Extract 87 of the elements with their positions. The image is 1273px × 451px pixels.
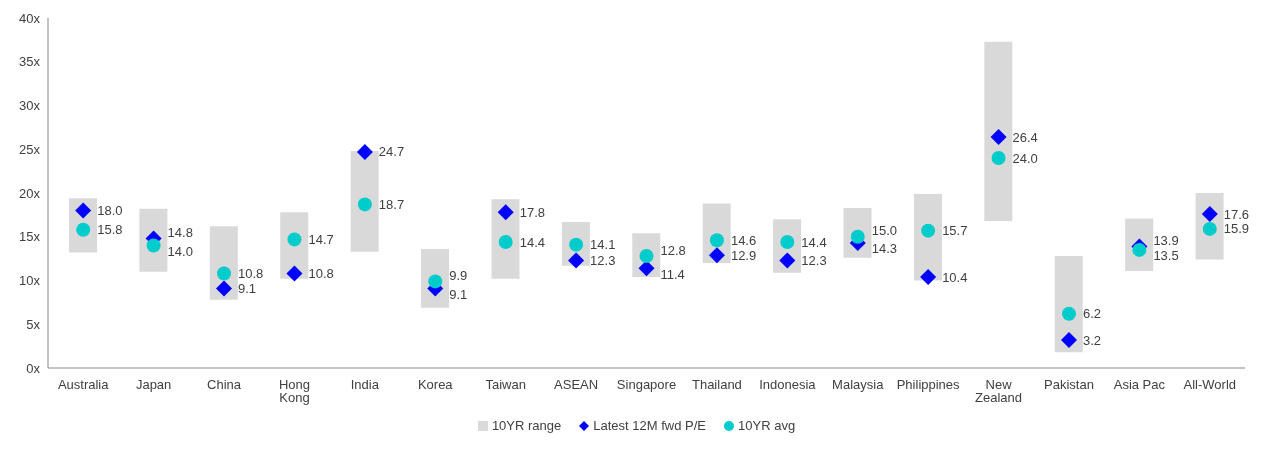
point: [920, 269, 937, 285]
data-label: 10.8: [238, 266, 264, 281]
point: [75, 202, 92, 219]
point: [497, 204, 514, 221]
point: [638, 260, 655, 277]
data-label: 18.0: [97, 203, 123, 218]
data-label: 9.9: [449, 267, 468, 283]
y-tick-label: 25x: [19, 141, 41, 157]
point: [708, 247, 725, 264]
data-label: 12.3: [590, 252, 616, 268]
data-label: 17.6: [1223, 206, 1250, 222]
data-label: 15.7: [942, 223, 968, 239]
x-tick-label: India: [350, 377, 380, 393]
x-tick-label: Philippines: [896, 377, 961, 393]
data-label: 10.8: [308, 266, 334, 281]
x-tick-label: Hong Kong: [278, 377, 310, 406]
data-label: 13.5: [1153, 248, 1179, 264]
data-label: 14.8: [167, 225, 193, 240]
point: [568, 252, 585, 269]
y-tick-label: 35x: [19, 54, 41, 70]
x-tick-label: Taiwan: [485, 377, 526, 393]
data-label: 13.9: [1153, 232, 1179, 248]
data-label: 11.4: [660, 266, 685, 282]
point: [1202, 221, 1217, 236]
legend-label: 10YR range: [491, 418, 562, 433]
x-tick-label: All-World: [1183, 377, 1237, 393]
y-tick-label: 10x: [19, 273, 41, 289]
y-tick-label: 30x: [19, 98, 41, 114]
bar: [350, 151, 379, 252]
point: [991, 151, 1006, 165]
data-label: 14.3: [871, 241, 898, 257]
x-tick-label: Japan: [135, 377, 172, 393]
x-tick-label: Australia: [57, 377, 110, 393]
point: [990, 129, 1007, 145]
point: [779, 252, 796, 269]
data-label: 14.1: [590, 237, 616, 253]
data-label: 12.9: [730, 247, 757, 263]
point: [1060, 332, 1077, 348]
x-tick-label: Korea: [417, 377, 454, 393]
data-label: 14.4: [801, 234, 827, 250]
x-tick-label: Thailand: [691, 377, 742, 393]
x-tick-label: Pakistan: [1044, 377, 1094, 393]
data-label: 9.1: [238, 280, 257, 296]
x-tick-label: Indonesia: [759, 377, 817, 393]
x-tick-label: Asia Pac: [1113, 377, 1166, 393]
y-tick-label: 15x: [19, 229, 41, 245]
data-label: 24.7: [378, 144, 405, 160]
data-label: 26.4: [1012, 129, 1038, 145]
point: [217, 266, 232, 281]
x-tick-label: New Zealand: [975, 377, 1023, 406]
data-label: 14.7: [308, 231, 334, 247]
data-label: 12.3: [801, 252, 827, 268]
data-label: 3.2: [1082, 332, 1102, 348]
legend-label: Latest 12M fwd P/E: [593, 418, 707, 433]
data-label: 14.6: [730, 232, 757, 248]
data-label: 24.0: [1012, 150, 1038, 166]
y-tick-label: 40x: [19, 10, 41, 26]
data-label: 14.4: [519, 234, 545, 250]
y-tick-label: 20x: [19, 185, 41, 201]
point: [921, 223, 936, 238]
data-label: 15.9: [1223, 221, 1250, 237]
data-label: 10.4: [942, 269, 968, 285]
bar: [984, 41, 1013, 221]
legend-label: 10YR avg: [738, 418, 796, 433]
data-label: 12.8: [660, 242, 686, 258]
data-label: 15.8: [97, 222, 123, 238]
x-tick-label: China: [207, 377, 242, 393]
y-tick-label: 5x: [26, 316, 41, 332]
point: [216, 280, 233, 297]
point: [498, 235, 513, 249]
data-label: 17.8: [519, 204, 545, 220]
x-tick-label: Singapore: [616, 377, 677, 393]
point: [357, 197, 372, 212]
data-label: 6.2: [1082, 306, 1102, 322]
x-tick-label: ASEAN: [554, 377, 599, 393]
point: [1201, 206, 1218, 222]
point: [146, 238, 161, 253]
data-label: 15.0: [871, 223, 898, 239]
data-label: 14.0: [167, 244, 193, 259]
point: [356, 143, 373, 160]
data-label: 18.7: [378, 196, 405, 212]
point: [287, 232, 302, 247]
x-tick-label: Malaysia: [832, 377, 885, 393]
y-tick-label: 0x: [26, 360, 41, 376]
data-label: 9.1: [449, 286, 468, 302]
point: [286, 265, 303, 282]
point: [1061, 306, 1076, 321]
